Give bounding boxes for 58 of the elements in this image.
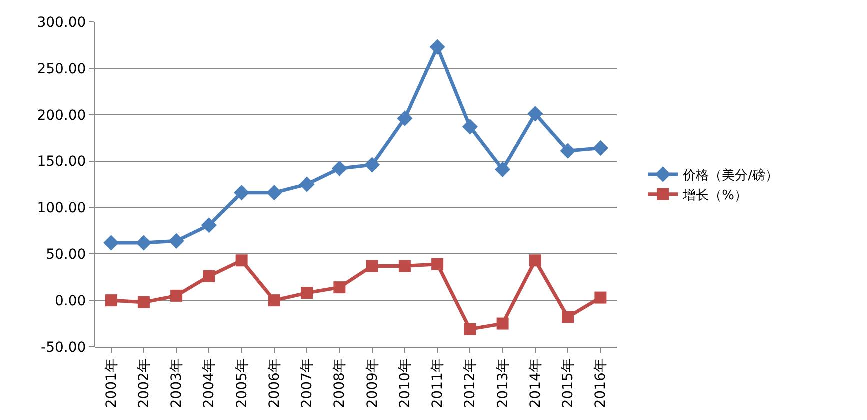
point [170, 290, 183, 302]
x-tick-label: 2007年 [300, 358, 316, 408]
point [104, 235, 120, 251]
point [105, 294, 118, 307]
point [366, 260, 378, 272]
x-tick-label: 2016年 [593, 358, 610, 408]
point [495, 162, 511, 178]
legend-label: 价格（美分/磅） [682, 168, 778, 184]
x-tick-label: 2001年 [104, 358, 120, 408]
y-tick-label: 300.00 [37, 14, 86, 31]
y-tick-label: -50.00 [41, 340, 86, 356]
point [397, 110, 413, 126]
point [234, 185, 250, 201]
y-tick-label: 50.00 [46, 247, 86, 264]
point [464, 323, 476, 336]
x-tick-label: 2002年 [136, 358, 152, 408]
point [594, 292, 607, 304]
point [398, 260, 411, 272]
point [462, 119, 478, 135]
x-tick-label: 2008年 [332, 358, 348, 408]
y-tick-label: 250.00 [37, 61, 86, 78]
point [560, 143, 576, 159]
x-tick-label: 2006年 [266, 358, 283, 408]
x-tick-label: 2005年 [234, 358, 250, 408]
point [562, 311, 574, 324]
point [528, 106, 544, 122]
point [332, 160, 348, 177]
x-tick-label: 2013年 [495, 358, 512, 408]
x-tick-label: 2009年 [364, 358, 381, 408]
x-tick-label: 2004年 [202, 358, 218, 408]
y-tick-label: 100.00 [37, 200, 86, 217]
y-tick-label: 0.00 [55, 293, 86, 310]
point [529, 254, 542, 267]
y-tick-label: 200.00 [37, 108, 86, 124]
legend-label: 增长（%） [682, 188, 748, 204]
x-tick-label: 2014年 [528, 358, 544, 408]
x-tick-label: 2010年 [397, 358, 414, 408]
point [266, 185, 282, 201]
point [301, 287, 314, 300]
y-tick-label: 150.00 [37, 154, 86, 170]
point [168, 233, 184, 249]
x-tick-label: 2011年 [430, 358, 446, 408]
point [268, 294, 280, 307]
point [203, 270, 216, 282]
x-tick-label: 2015年 [560, 358, 577, 408]
point [136, 235, 152, 251]
point [201, 218, 217, 234]
point [432, 258, 444, 270]
x-tick-label: 2012年 [462, 358, 479, 408]
point [364, 157, 380, 173]
point [592, 140, 608, 156]
point [430, 39, 446, 55]
point [138, 296, 150, 308]
point [496, 318, 509, 330]
point [299, 176, 315, 192]
point [236, 254, 248, 267]
point [334, 282, 346, 294]
x-tick-label: 2003年 [169, 358, 186, 408]
